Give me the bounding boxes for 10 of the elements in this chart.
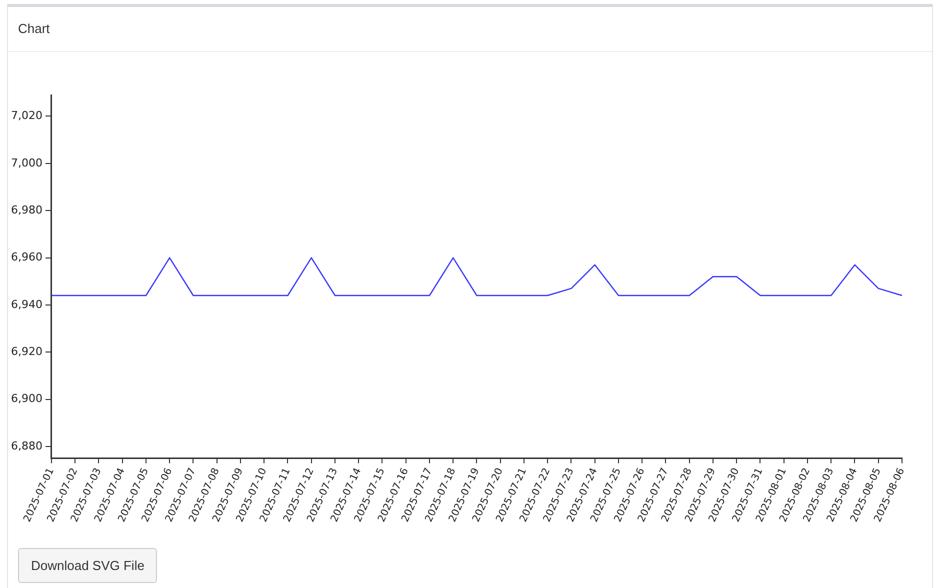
text: Download SVG File xyxy=(18,548,158,583)
y-tick-label: 6,980 xyxy=(10,203,42,216)
y-tick-label: 6,880 xyxy=(10,439,42,452)
y-tick-label: 6,900 xyxy=(10,392,42,406)
y-tick-label: 6,940 xyxy=(10,298,42,311)
y-tick-label: 7,020 xyxy=(10,109,42,122)
y-tick-label: 6,920 xyxy=(10,344,42,358)
y-tick-label: 7,000 xyxy=(10,156,42,170)
chart-title: Chart xyxy=(8,7,932,52)
y-tick-label: 6,960 xyxy=(10,250,42,264)
